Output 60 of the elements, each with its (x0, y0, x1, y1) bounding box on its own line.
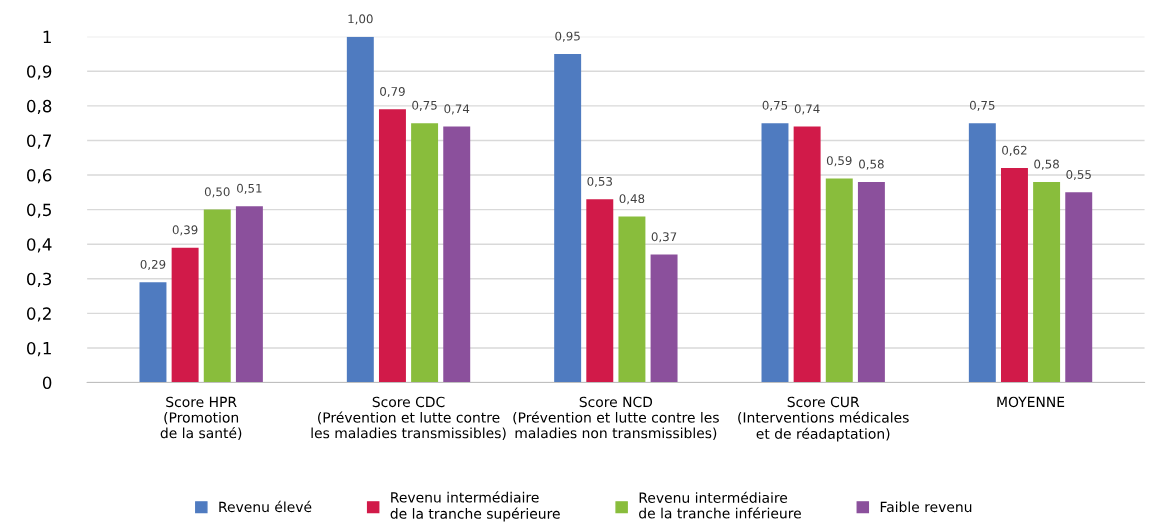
data-label: 0,75 (969, 100, 995, 111)
data-label: 0,58 (1034, 159, 1059, 170)
y-tick-label: 0,1 (27, 341, 51, 357)
bar (761, 123, 789, 383)
data-label: 0,39 (172, 225, 198, 236)
bar (1033, 181, 1061, 383)
data-label: 0,74 (444, 104, 470, 115)
data-label: 0,62 (1002, 145, 1027, 156)
y-tick-label: 0,5 (27, 203, 51, 218)
y-tick-label: 0,3 (27, 272, 52, 288)
bar (139, 282, 167, 383)
y-tick-label: 0,8 (27, 99, 52, 115)
bar (411, 123, 439, 383)
x-tick-label: MOYENNE (997, 396, 1065, 408)
data-label: 0,58 (859, 159, 884, 170)
y-tick-label: 0,9 (27, 65, 52, 80)
bar (554, 53, 582, 383)
data-label: 0,79 (380, 86, 405, 98)
data-label: 0,75 (762, 100, 788, 111)
y-tick-label: 1 (43, 30, 51, 44)
data-label: 0,37 (651, 232, 677, 243)
bar (968, 123, 996, 383)
bar (171, 247, 199, 383)
y-tick-label: 0,4 (27, 238, 52, 253)
y-tick-label: 0,2 (27, 307, 51, 322)
bar (1065, 192, 1093, 383)
data-label: 0,50 (204, 187, 230, 198)
bar (857, 181, 885, 383)
data-label: 0,75 (412, 100, 437, 111)
y-tick-label: 0 (42, 376, 52, 390)
bar (650, 254, 678, 383)
bar (378, 109, 406, 383)
legend-label: Revenu intermédiaire de la tranche supérieure (390, 491, 560, 522)
bar (586, 199, 614, 383)
data-label: 0,55 (1066, 169, 1091, 181)
bar (1000, 168, 1028, 383)
x-tick-label: Score CDC (Prévention et lutte contre les maladies transmissibles) (311, 396, 506, 440)
legend-label: Revenu élevé (219, 500, 312, 513)
x-tick-label: Score NCD (Prévention et lutte contre les maladies non transmissibles) (513, 396, 719, 440)
y-tick-label: 0,7 (27, 134, 51, 149)
data-label: 0,53 (587, 176, 612, 188)
data-label: 0,74 (794, 104, 820, 115)
x-tick-label: Score CUR (Interventions médicales et de réadaptation) (738, 396, 909, 442)
data-label: 0,51 (237, 183, 262, 194)
data-label: 0,95 (555, 31, 580, 42)
bar (618, 216, 646, 383)
legend-label: Faible revenu (880, 501, 972, 513)
data-label: 1,00 (348, 14, 373, 25)
data-label: 0,59 (826, 156, 852, 167)
bar (235, 206, 263, 383)
bar (793, 126, 821, 383)
legend-label: Revenu intermédiaire de la tranche inférieure (639, 491, 801, 519)
bar (203, 209, 231, 383)
bar (825, 178, 853, 383)
bar (443, 126, 471, 383)
y-tick-label: 0,6 (27, 168, 52, 184)
data-label: 0,48 (619, 194, 645, 205)
x-tick-label: Score HPR (Promotion de la santé) (160, 396, 242, 440)
bar (346, 36, 374, 383)
data-label: 0,29 (140, 259, 166, 271)
